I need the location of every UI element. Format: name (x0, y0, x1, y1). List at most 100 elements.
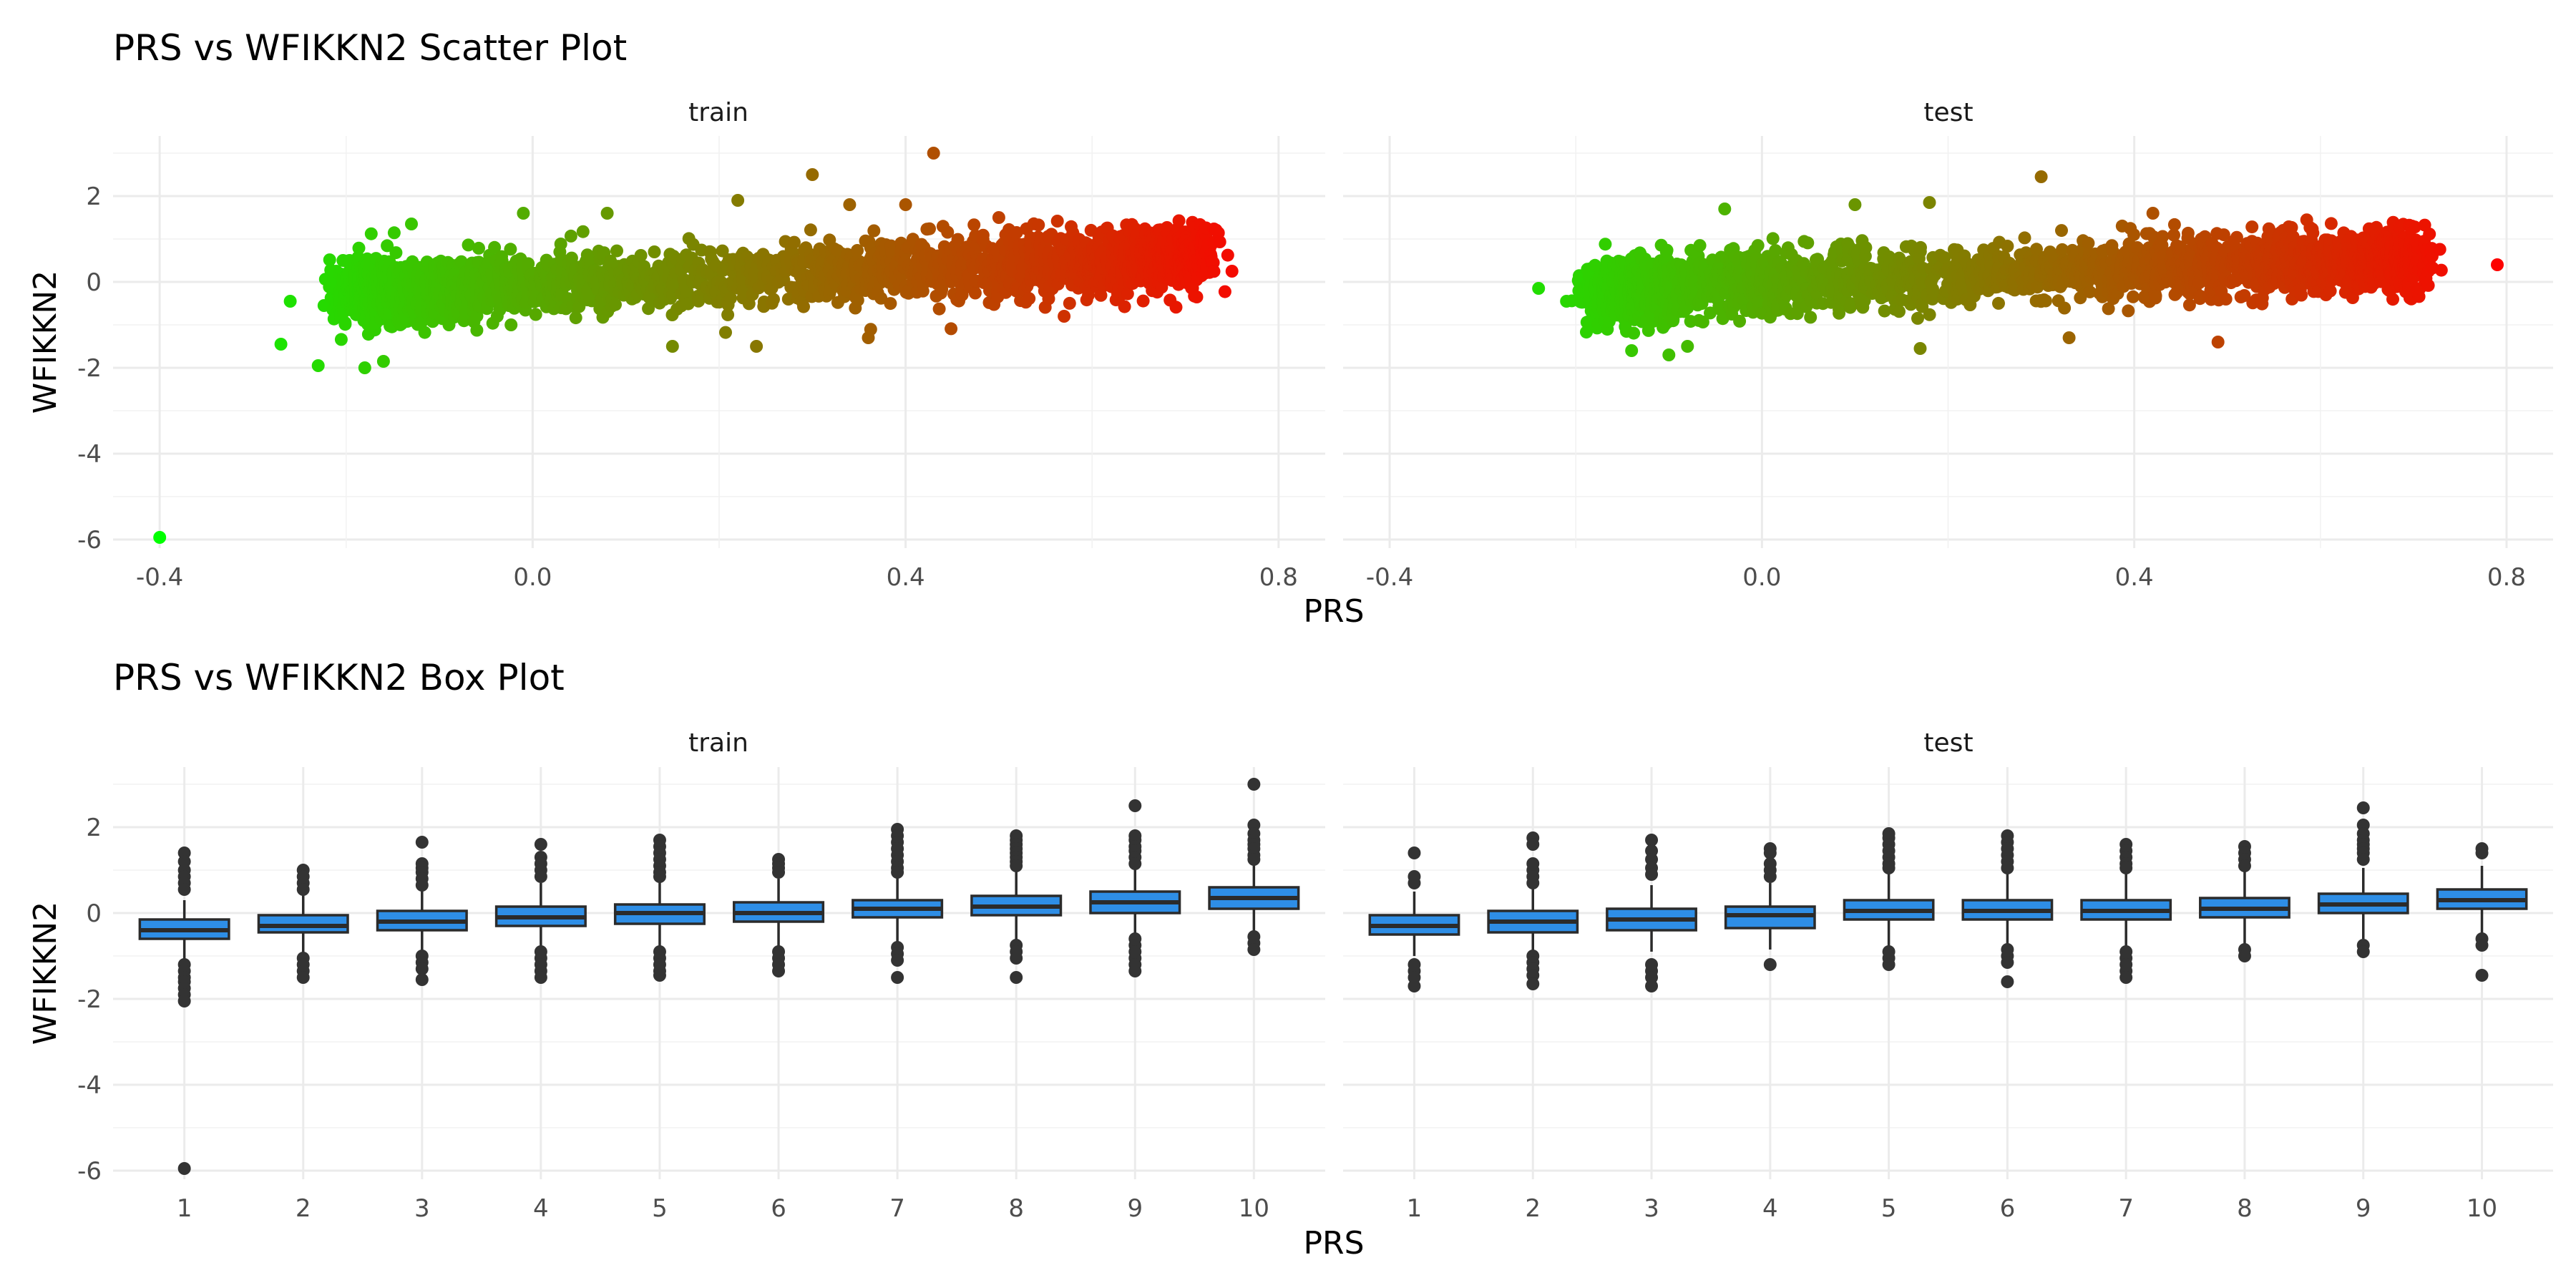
scatter-point (1190, 291, 1204, 303)
scatter-point (884, 297, 897, 311)
scatter-point (804, 223, 817, 237)
scatter-point (2058, 301, 2072, 315)
scatter-point (274, 338, 288, 351)
scatter-point (719, 326, 732, 339)
scatter-point (1221, 248, 1234, 262)
scatter-point (2062, 331, 2076, 344)
scatter-point (381, 239, 394, 253)
scatter-point (2018, 231, 2031, 245)
scatter-point (968, 286, 982, 300)
scatter-point (1023, 292, 1036, 306)
scatter-point (576, 225, 590, 238)
scatter-train-points (153, 147, 1239, 544)
scatter-point (454, 255, 468, 268)
scatter-point (927, 147, 940, 160)
scatter-point (1693, 239, 1707, 253)
scatter-point (681, 297, 695, 311)
scatter-point (967, 218, 981, 232)
scatter-point (2055, 224, 2068, 238)
scatter-point (311, 359, 325, 372)
scatter-point (1833, 306, 1846, 320)
scatter-point (2295, 288, 2308, 302)
scatter-point (1063, 296, 1076, 310)
scatter-point (504, 318, 518, 331)
scatter-point (387, 226, 401, 240)
scatter-point (1213, 235, 1226, 248)
scatter-point (1859, 241, 1873, 254)
scatter-point (1207, 265, 1221, 278)
scatter-point (2039, 294, 2052, 308)
scatter-point (1911, 311, 1924, 325)
scatter-point (600, 207, 614, 220)
scatter-point (1923, 196, 1936, 209)
scatter-point (724, 291, 738, 305)
scatter-point (358, 361, 371, 374)
scatter-point (806, 168, 819, 181)
scatter-point (1923, 308, 1936, 321)
scatter-point (899, 198, 912, 211)
scatter-point (1625, 344, 1639, 357)
scatter-point (2127, 228, 2140, 241)
scatter-point (2306, 226, 2320, 240)
scatter-point (2324, 217, 2338, 230)
scatter-panel-train (113, 136, 1325, 548)
scatter-point (504, 243, 517, 256)
scatter-point (1913, 342, 1927, 355)
scatter-point (2001, 240, 2014, 253)
scatter-point (1225, 265, 1239, 278)
scatter-point (569, 311, 582, 325)
scatter-point (932, 302, 946, 316)
scatter-point (472, 241, 485, 255)
scatter-point (2219, 293, 2233, 306)
scatter-point (1804, 311, 1818, 324)
scatter-point (338, 318, 352, 331)
scatter-point (323, 253, 336, 267)
scatter-point (405, 218, 418, 230)
scatter-title: PRS vs WFIKKN2 Scatter Plot (113, 27, 627, 69)
scatter-point (609, 298, 622, 311)
scatter-point (945, 322, 958, 336)
scatter-point (750, 340, 763, 353)
scatter-point (2127, 290, 2140, 303)
scatter-point (488, 240, 502, 254)
scatter-point (153, 531, 167, 544)
scatter-point (1733, 314, 1747, 328)
scatter-point (1058, 310, 1071, 323)
scatter-point (564, 229, 577, 243)
scatter-point (665, 340, 679, 353)
scatter-point (517, 207, 530, 220)
scatter-point (1801, 236, 1815, 250)
scatter-point (462, 238, 475, 252)
scatter-point (1172, 214, 1186, 228)
scatter-point (716, 244, 729, 258)
scatter-point (634, 249, 648, 262)
scatter-point (283, 295, 297, 308)
scatter-point (923, 222, 936, 235)
scatter-point (787, 235, 801, 249)
scatter-point (2122, 304, 2135, 318)
scatter-point (1218, 285, 1231, 298)
scatter-point (1914, 240, 1927, 254)
scatter-point (2211, 336, 2225, 348)
scatter-point (1893, 305, 1906, 318)
scatter-point (522, 257, 535, 270)
scatter-point (864, 323, 877, 336)
scatter-point (867, 224, 881, 238)
scatter-point (1599, 238, 1612, 251)
scatter-point (1627, 326, 1641, 340)
scatter-point (1050, 215, 1064, 228)
scatter-point (992, 211, 1005, 224)
scatter-point (470, 323, 484, 337)
scatter-point (1769, 244, 1782, 258)
scatter-point (1992, 296, 2005, 310)
scatter-point (767, 293, 780, 306)
scatter-point (418, 326, 431, 339)
scatter-strip-train: train (688, 98, 748, 127)
scatter-point (2181, 226, 2195, 240)
scatter-point (2034, 170, 2048, 183)
scatter-point (2146, 207, 2160, 220)
scatter-point (554, 238, 567, 250)
scatter-point (1718, 203, 1732, 215)
